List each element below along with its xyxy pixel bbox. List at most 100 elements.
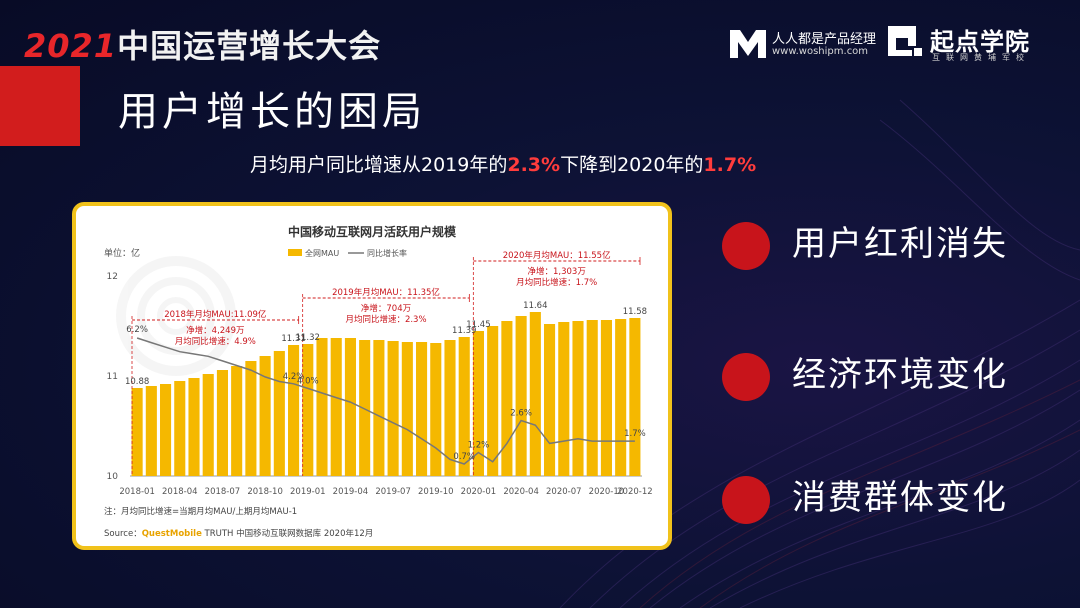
slide-title: 用户增长的困局 [118, 89, 426, 135]
period-net-label: 净增：1,303万 [527, 266, 585, 277]
mau-bar [302, 344, 314, 476]
mau-bar [344, 338, 356, 476]
x-tick-label: 2018-01 [119, 487, 155, 497]
mau-bar [131, 388, 143, 476]
slide-subtitle: 月均用户同比增速从2019年的2.3%下降到2020年的1.7% [250, 150, 756, 177]
brand1-name: 人人都是产品经理 [772, 32, 877, 47]
mau-bar [245, 361, 257, 476]
qidian-logo-icon [888, 26, 922, 56]
bullet-dot-icon [722, 353, 770, 401]
legend-bar-swatch [288, 249, 302, 256]
bar-value-label: 10.88 [125, 377, 149, 387]
mau-bar [600, 320, 612, 476]
chart-unit-label: 单位：亿 [104, 247, 140, 259]
mau-bar [401, 342, 413, 476]
mau-bar [558, 322, 570, 476]
woshipm-logo-icon [730, 30, 766, 58]
mau-bar [330, 338, 342, 476]
mau-bar [416, 342, 428, 476]
event-year: 2021 [24, 27, 118, 65]
y-tick-label: 12 [107, 272, 118, 282]
x-tick-label: 2018-07 [205, 487, 241, 497]
period-net-label: 净增：704万 [361, 303, 411, 314]
bar-value-label: 11.64 [523, 301, 547, 311]
period-rate-label: 月均同比增速：2.3% [345, 314, 426, 325]
mau-bar [387, 341, 399, 476]
period-mau-label: 2018年月均MAU:11.09亿 [164, 309, 266, 320]
x-tick-label: 2020-01 [461, 487, 497, 497]
rate-value-label: 4.2% [283, 372, 305, 382]
x-tick-label: 2020-10 [589, 487, 625, 497]
bullet-text: 经济环境变化 [792, 355, 1008, 395]
bar-value-label: 11.39 [452, 326, 476, 336]
mau-bar [188, 378, 200, 476]
mau-bar [145, 386, 157, 476]
mau-bar [586, 320, 598, 476]
source-rest: TRUTH 中国移动互联网数据库 2020年12月 [202, 528, 373, 539]
mau-chart: 中国移动互联网月活跃用户规模 单位：亿 全网MAU 同比增长率 12 11 10 2… [104, 224, 653, 539]
mau-bar [544, 324, 556, 476]
mau-bar [515, 316, 527, 476]
source-brand: QuestMobile [142, 529, 202, 539]
x-tick-label: 2018-04 [162, 487, 198, 497]
bullet-item-user-dividend: 用户红利消失 [722, 216, 1062, 276]
mau-bar [430, 343, 442, 476]
x-tick-label: 2019-01 [290, 487, 326, 497]
mau-bar [572, 321, 584, 476]
subtitle-highlight-2020: 1.7% [703, 154, 757, 176]
brand1-url: www.woshipm.com [772, 46, 869, 57]
mau-bar [373, 340, 385, 476]
bullet-dot-icon [722, 476, 770, 524]
period-mau-label: 2020年月均MAU：11.55亿 [503, 250, 611, 261]
mau-bar [259, 356, 271, 476]
mau-bar [160, 384, 172, 476]
subtitle-part-3: 下降到2020年的 [560, 154, 704, 176]
bullet-text: 消费群体变化 [792, 478, 1008, 518]
rate-value-label: 1.2% [468, 441, 490, 451]
x-tick-label: 2018-10 [247, 487, 283, 497]
legend-rate: 同比增长率 [367, 248, 407, 258]
y-tick-label: 10 [107, 472, 119, 482]
source-prefix: Source： [104, 529, 142, 539]
chart-title: 中国移动互联网月活跃用户规模 [288, 224, 457, 239]
subtitle-highlight-2019: 2.3% [507, 154, 561, 176]
bar-value-label: 11.45 [466, 320, 490, 330]
x-tick-label: 2020-12 [617, 487, 653, 497]
bullet-item-consumers: 消费群体变化 [722, 470, 1062, 530]
mau-bar [202, 374, 214, 476]
chart-card: 中国移动互联网月活跃用户规模 单位：亿 全网MAU 同比增长率 12 11 10 2… [72, 202, 672, 550]
bar-value-label: 11.32 [296, 333, 320, 343]
bullet-dot-icon [722, 222, 770, 270]
mau-bar [487, 326, 499, 476]
woshipm-brand: 人人都是产品经理 www.woshipm.com [728, 24, 883, 64]
rate-value-label: 2.6% [510, 408, 532, 418]
bullet-item-economy: 经济环境变化 [722, 347, 1062, 407]
period-rate-label: 月均同比增速：4.9% [175, 336, 256, 347]
bar-value-label: 11.58 [623, 307, 647, 317]
chart-note: 注：月均同比增速=当期月均MAU/上期月均MAU-1 [104, 506, 297, 517]
legend-mau: 全网MAU [305, 248, 339, 258]
event-title: 2021中国运营增长大会 [24, 26, 381, 66]
mau-bar [288, 345, 300, 476]
x-tick-label: 2019-04 [333, 487, 369, 497]
mau-bar [444, 340, 456, 476]
mau-bar [472, 331, 484, 476]
brand2-tagline: 互联网黄埔军校 [932, 53, 1030, 62]
mau-bar [231, 366, 243, 476]
chart-source: Source：QuestMobile TRUTH 中国移动互联网数据库 2020… [104, 528, 373, 539]
brand2-name: 起点学院 [930, 28, 1030, 56]
mau-bar [501, 321, 513, 476]
growth-rate-line [136, 337, 635, 465]
qidian-brand: 起点学院 互联网黄埔军校 [886, 22, 1066, 66]
mau-bar [629, 318, 641, 476]
rate-value-label: 0.7% [453, 452, 475, 462]
x-tick-label: 2019-10 [418, 487, 454, 497]
mau-bar [359, 340, 371, 476]
x-tick-label: 2020-07 [546, 487, 582, 497]
rate-value-label: 4.0% [297, 376, 319, 386]
x-tick-label: 2020-04 [503, 487, 539, 497]
rate-value-label: 6.2% [126, 325, 148, 335]
rate-value-label: 1.7% [624, 429, 646, 439]
bar-value-label: 11.31 [281, 334, 305, 344]
